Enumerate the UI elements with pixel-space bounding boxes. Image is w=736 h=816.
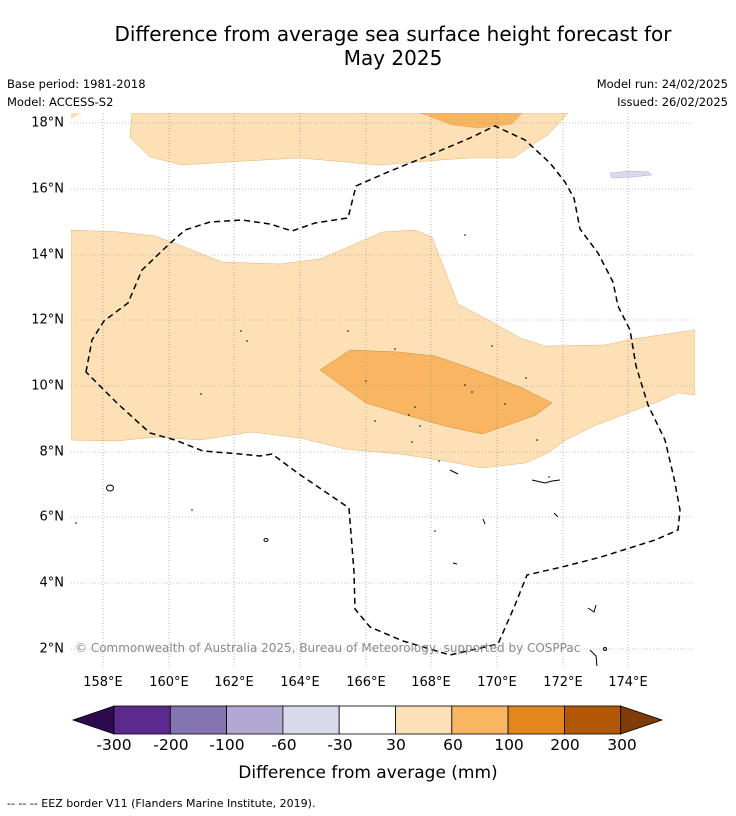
colorbar [71,705,664,735]
map-title: Difference from average sea surface heig… [114,22,672,70]
colorbar-extend-max [620,705,664,735]
colorbar-label: Difference from average (mm) [238,763,498,783]
meta-left: Base period: 1981-2018 Model: ACCESS-S2 [7,75,146,111]
colorbar-tick: 100 [494,736,524,754]
lat-label: 2°N [39,641,65,657]
lon-label: 162°E [214,675,254,690]
colorbar-segment [169,705,228,735]
meta-right: Model run: 24/02/2025 Issued: 26/02/2025 [597,75,728,111]
footnote: -- -- -- EEZ border V11 (Flanders Marine… [7,797,316,810]
lon-label: 160°E [149,675,189,690]
anomaly-fields [71,113,695,667]
colorbar-segment [564,705,622,735]
colorbar-segment [226,705,284,735]
anomaly-band-30-60-north [129,113,569,166]
colorbar-tick: 60 [443,736,463,754]
colorbar-tick: -200 [153,736,189,754]
lat-label: 10°N [31,378,64,394]
lat-label: 18°N [31,115,64,131]
colorbar-tick: 200 [550,736,580,754]
colorbar-segment [338,705,396,735]
lat-label: 8°N [39,444,65,460]
eez-border [85,125,681,656]
lon-label: 174°E [608,675,648,690]
lon-label: 168°E [411,675,451,690]
colorbar-extend-min [71,705,115,735]
lon-label: 170°E [477,675,517,690]
anomaly-sliver-west [71,113,82,119]
lon-label: 158°E [83,675,123,690]
lat-label: 4°N [39,575,65,591]
colorbar-tick: -300 [96,736,132,754]
lat-label: 14°N [31,247,64,263]
anomaly-band-30-60-main [71,229,695,469]
island-outlines [106,469,607,667]
gridlines [71,113,695,668]
colorbar-segment [113,705,171,735]
colorbar-tick: -30 [327,736,353,754]
noise-dots [75,234,550,532]
issued-text: Issued: 26/02/2025 [617,95,728,109]
colorbar-segment [282,705,340,735]
anomaly-core-60-100 [319,349,553,435]
lon-label: 172°E [543,675,583,690]
negative-anomaly-patch [609,170,653,179]
base-period-text: Base period: 1981-2018 [7,77,146,91]
model-text: Model: ACCESS-S2 [7,95,114,109]
colorbar-tick: -100 [209,736,245,754]
lon-label: 164°E [280,675,320,690]
colorbar-segment [451,705,509,735]
colorbar-tick: -60 [271,736,297,754]
model-run-text: Model run: 24/02/2025 [596,77,728,91]
colorbar-segment [395,705,453,735]
colorbar-segment [507,705,565,735]
lat-label: 16°N [31,181,64,197]
lon-label: 166°E [346,675,386,690]
colorbar-tick: 30 [386,736,406,754]
copyright-text: © Commonwealth of Australia 2025, Bureau… [75,641,581,655]
colorbar-tick: 300 [607,736,637,754]
lat-label: 6°N [39,509,65,525]
lat-label: 12°N [31,312,64,328]
